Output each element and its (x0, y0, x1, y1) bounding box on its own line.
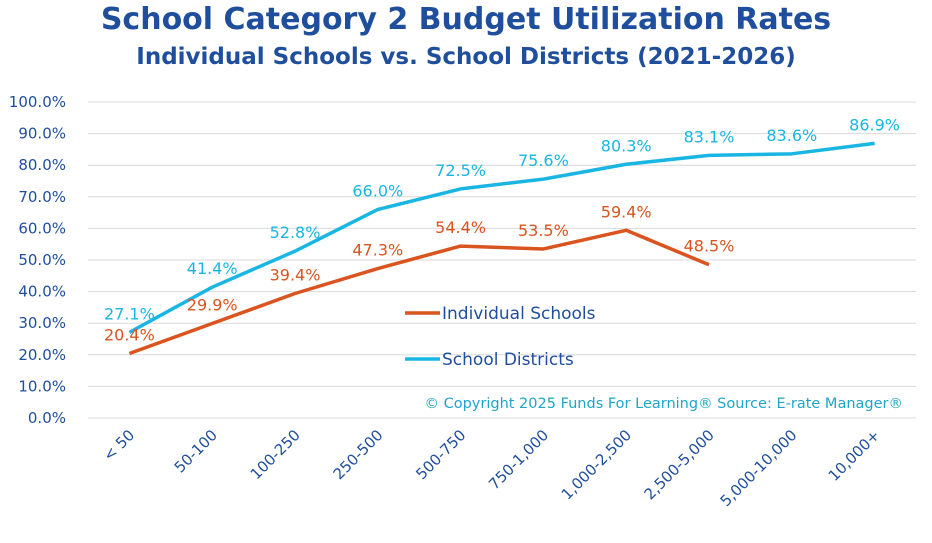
y-tick-label: 70.0% (18, 188, 66, 206)
y-tick-label: 80.0% (18, 156, 66, 174)
x-axis-ticks: < 50 50-100 100-250 250-500 500-750 750-1,000… (100, 426, 884, 510)
copyright-annotation: © Copyright 2025 Funds For Learning® Sou… (424, 396, 903, 412)
y-axis-ticks: 0.0% 10.0% 20.0% 30.0% 40.0% 50.0% 60.0% 70.0% 8… (9, 93, 66, 427)
y-tick-label: 60.0% (18, 219, 66, 237)
legend-label-school-districts: School Districts (442, 350, 574, 370)
data-label-school-districts: 66.0% (352, 181, 403, 200)
x-tick-label: 2,500-5,000 (641, 426, 718, 503)
y-tick-label: 0.0% (28, 409, 66, 427)
data-label-individual-schools: 47.3% (352, 241, 403, 260)
x-tick-label: 10,000+ (825, 426, 884, 485)
data-label-school-districts: 41.4% (187, 259, 238, 278)
data-labels: 20.4% 29.9% 39.4% 47.3% 54.4% 53.5% 59.4% 48.5%… (104, 115, 900, 344)
x-tick-label: 1,000-2,500 (558, 426, 635, 503)
data-label-school-districts: 27.1% (104, 304, 155, 323)
data-label-individual-schools: 29.9% (187, 296, 238, 315)
y-tick-label: 90.0% (18, 125, 66, 143)
x-tick-label: 5,000-10,000 (717, 426, 801, 510)
series-lines (128, 141, 875, 356)
gridlines (88, 101, 916, 419)
data-label-individual-schools: 53.5% (518, 221, 569, 240)
data-label-school-districts: 52.8% (270, 223, 321, 242)
y-tick-label: 10.0% (18, 377, 66, 395)
y-tick-label: 50.0% (18, 251, 66, 269)
x-tick-label: 250-500 (330, 426, 387, 483)
data-label-individual-schools: 39.4% (270, 265, 321, 284)
data-label-individual-schools: 59.4% (601, 202, 652, 221)
x-tick-label: < 50 (100, 426, 138, 464)
series-line-school-districts (128, 141, 875, 334)
data-label-school-districts: 83.1% (684, 127, 735, 146)
series-line-individual-schools (128, 228, 710, 356)
x-tick-label: 500-750 (412, 426, 469, 483)
data-label-individual-schools: 20.4% (104, 326, 155, 345)
data-label-school-districts: 86.9% (849, 115, 900, 134)
data-label-school-districts: 83.6% (766, 126, 817, 145)
x-tick-label: 750-1,000 (485, 426, 552, 493)
chart-subtitle: Individual Schools vs. School Districts … (136, 44, 796, 70)
legend-label-individual-schools: Individual Schools (442, 304, 596, 324)
data-label-school-districts: 75.6% (518, 151, 569, 170)
x-tick-label: 50-100 (171, 426, 221, 476)
x-tick-label: 100-250 (247, 426, 304, 483)
data-label-school-districts: 80.3% (601, 136, 652, 155)
y-tick-label: 30.0% (18, 314, 66, 332)
legend: Individual Schools School Districts (405, 304, 596, 370)
y-tick-label: 20.0% (18, 346, 66, 364)
data-label-school-districts: 72.5% (435, 161, 486, 180)
y-tick-label: 100.0% (9, 93, 66, 111)
data-label-individual-schools: 48.5% (684, 237, 735, 256)
chart-title: School Category 2 Budget Utilization Rat… (100, 2, 832, 37)
y-tick-label: 40.0% (18, 283, 66, 301)
data-label-individual-schools: 54.4% (435, 218, 486, 237)
